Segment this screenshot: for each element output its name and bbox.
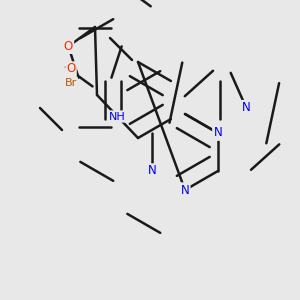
Text: O: O [66,62,76,76]
Text: N: N [214,127,222,140]
Text: N: N [148,164,157,178]
Text: NH: NH [109,112,126,122]
Text: N: N [181,184,189,196]
Text: O: O [64,40,73,53]
Text: Br: Br [64,78,77,88]
Text: N: N [242,101,250,114]
Text: N: N [214,127,222,140]
